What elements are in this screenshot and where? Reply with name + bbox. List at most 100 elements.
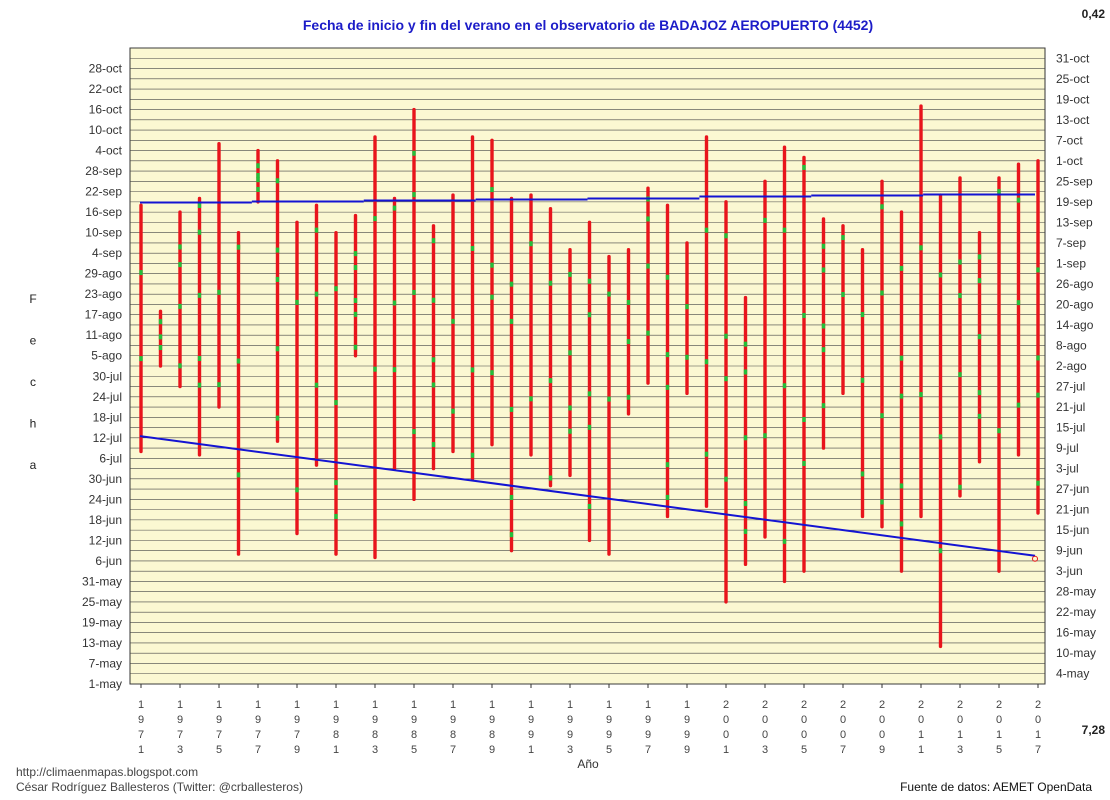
- right-tick-label: 19-oct: [1056, 92, 1090, 106]
- left-tick-label: 25-may: [82, 595, 122, 609]
- right-tick-label: 27-jun: [1056, 482, 1089, 496]
- right-tick-label: 1-oct: [1056, 154, 1083, 168]
- left-tick-label: 24-jun: [89, 492, 122, 506]
- left-tick-label: 24-jul: [93, 390, 122, 404]
- left-tick-label: 16-oct: [89, 103, 123, 117]
- right-tick-label: 21-jul: [1056, 400, 1085, 414]
- left-tick-label: 1-may: [89, 677, 122, 691]
- right-tick-label: 20-ago: [1056, 297, 1094, 311]
- left-tick-label: 5-ago: [91, 349, 122, 363]
- right-tick-label: 22-may: [1056, 605, 1096, 619]
- right-tick-label: 2-ago: [1056, 359, 1087, 373]
- right-tick-label: 15-jun: [1056, 523, 1089, 537]
- left-tick-label: 29-ago: [85, 267, 123, 281]
- x-axis-label: Año: [577, 757, 599, 771]
- start-trend-line: [139, 435, 1036, 557]
- right-tick-label: 7-oct: [1056, 133, 1083, 147]
- right-tick-label: 10-may: [1056, 646, 1096, 660]
- footer-url[interactable]: http://climaenmapas.blogspot.com: [16, 765, 199, 779]
- left-tick-label: 23-ago: [85, 287, 123, 301]
- right-tick-label: 8-ago: [1056, 338, 1087, 352]
- corner-value-top: 0,42: [1082, 7, 1106, 21]
- right-tick-label: 3-jul: [1056, 462, 1079, 476]
- right-tick-label: 7-sep: [1056, 236, 1086, 250]
- right-tick-label: 19-sep: [1056, 195, 1093, 209]
- left-tick-label: 10-sep: [85, 226, 122, 240]
- left-tick-label: 7-may: [89, 656, 122, 670]
- right-tick-label: 15-jul: [1056, 421, 1085, 435]
- right-tick-label: 25-oct: [1056, 72, 1090, 86]
- y-axis-label-letter: F: [29, 292, 36, 306]
- left-tick-label: 6-jul: [99, 451, 122, 465]
- left-tick-label: 18-jun: [89, 513, 122, 527]
- left-tick-label: 22-oct: [89, 82, 123, 96]
- right-tick-label: 9-jul: [1056, 441, 1079, 455]
- left-tick-label: 28-sep: [85, 164, 122, 178]
- right-tick-label: 26-ago: [1056, 277, 1094, 291]
- left-tick-label: 12-jul: [93, 431, 122, 445]
- y-axis-label-letter: e: [30, 334, 37, 348]
- left-tick-label: 13-may: [82, 636, 122, 650]
- footer-source: Fuente de datos: AEMET OpenData: [900, 780, 1092, 794]
- right-tick-label: 13-oct: [1056, 113, 1090, 127]
- left-tick-label: 16-sep: [85, 205, 122, 219]
- right-tick-label: 16-may: [1056, 626, 1096, 640]
- corner-value-bottom: 7,28: [1082, 723, 1106, 737]
- right-tick-label: 13-sep: [1056, 215, 1093, 229]
- left-tick-label: 31-may: [82, 574, 122, 588]
- left-tick-label: 17-ago: [85, 308, 123, 322]
- right-tick-label: 9-jun: [1056, 544, 1083, 558]
- trend-end-marker: [1032, 555, 1038, 562]
- y-axis-label-letter: h: [30, 417, 37, 431]
- left-tick-label: 22-sep: [85, 185, 122, 199]
- right-tick-label: 25-sep: [1056, 174, 1093, 188]
- right-tick-label: 1-sep: [1056, 256, 1086, 270]
- y-axis-label-letter: a: [30, 458, 37, 472]
- right-tick-label: 4-may: [1056, 667, 1089, 681]
- left-tick-label: 30-jun: [89, 472, 122, 486]
- y-axis-label-letter: c: [30, 375, 36, 389]
- right-tick-label: 3-jun: [1056, 564, 1083, 578]
- left-tick-label: 28-oct: [89, 62, 123, 76]
- left-tick-label: 11-ago: [86, 328, 123, 342]
- left-tick-label: 4-oct: [95, 144, 122, 158]
- right-tick-label: 21-jun: [1056, 503, 1089, 517]
- right-tick-label: 27-jul: [1056, 380, 1085, 394]
- left-tick-label: 30-jul: [93, 369, 122, 383]
- right-tick-label: 28-may: [1056, 585, 1096, 599]
- footer-author: César Rodríguez Ballesteros (Twitter: @c…: [16, 780, 303, 794]
- right-tick-label: 31-oct: [1056, 51, 1090, 65]
- left-tick-label: 6-jun: [95, 554, 122, 568]
- left-tick-label: 18-jul: [93, 410, 122, 424]
- left-tick-label: 12-jun: [89, 533, 122, 547]
- left-tick-label: 4-sep: [92, 246, 122, 260]
- left-tick-label: 10-oct: [89, 123, 123, 137]
- right-tick-label: 14-ago: [1056, 318, 1094, 332]
- chart-title: Fecha de inicio y fin del verano en el o…: [303, 17, 873, 33]
